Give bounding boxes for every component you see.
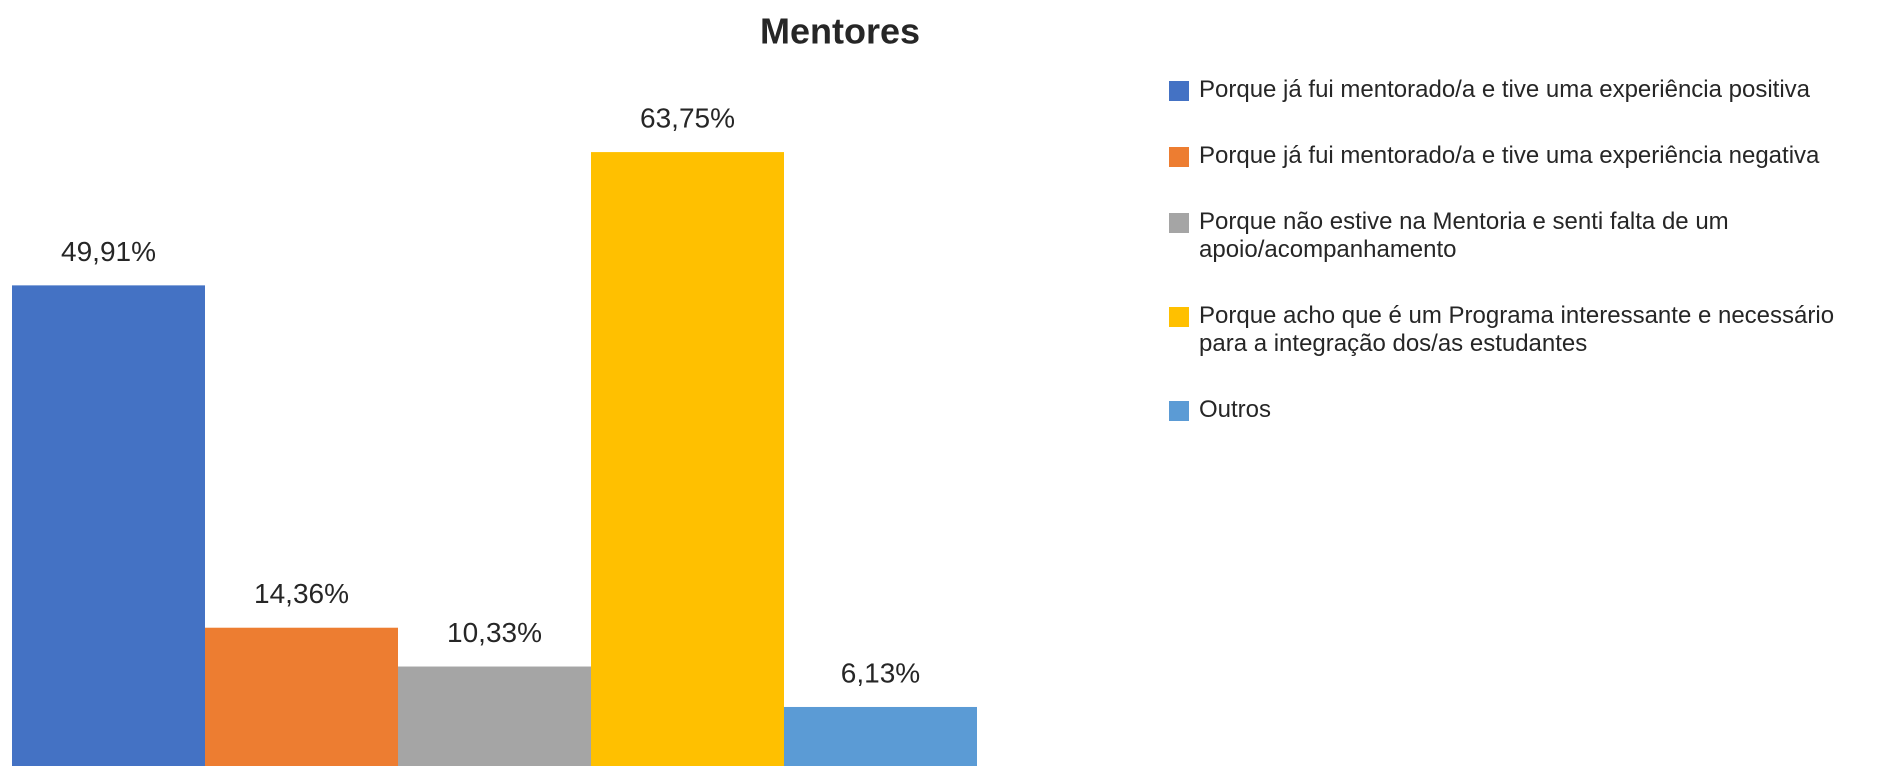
legend-label: Porque acho que é um Programa interessan…	[1199, 302, 1835, 357]
legend-swatch	[1169, 307, 1189, 327]
legend-item: Porque não estive na Mentoria e senti fa…	[1169, 208, 1849, 264]
legend: Porque já fui mentorado/a e tive uma exp…	[1169, 76, 1849, 424]
bar	[12, 285, 205, 766]
data-label: 10,33%	[447, 617, 542, 648]
legend-swatch	[1169, 81, 1189, 101]
legend-label: Porque já fui mentorado/a e tive uma exp…	[1199, 142, 1820, 169]
legend-item: Porque já fui mentorado/a e tive uma exp…	[1169, 76, 1849, 104]
chart-title: Mentores	[760, 11, 920, 52]
legend-item: Porque acho que é um Programa interessan…	[1169, 302, 1849, 358]
bar	[205, 627, 398, 766]
legend-label: Porque não estive na Mentoria e senti fa…	[1199, 208, 1729, 263]
legend-swatch	[1169, 213, 1189, 233]
legend-swatch	[1169, 401, 1189, 421]
data-label: 49,91%	[61, 236, 156, 267]
bar	[591, 152, 784, 766]
data-label: 14,36%	[254, 578, 349, 609]
legend-swatch	[1169, 147, 1189, 167]
bar	[784, 706, 977, 766]
data-label: 63,75%	[640, 102, 735, 133]
legend-item: Porque já fui mentorado/a e tive uma exp…	[1169, 142, 1849, 170]
bar	[398, 666, 591, 766]
data-label: 6,13%	[841, 657, 920, 688]
legend-label: Outros	[1199, 396, 1272, 423]
legend-label: Porque já fui mentorado/a e tive uma exp…	[1199, 76, 1811, 103]
legend-item: Outros	[1169, 396, 1849, 424]
